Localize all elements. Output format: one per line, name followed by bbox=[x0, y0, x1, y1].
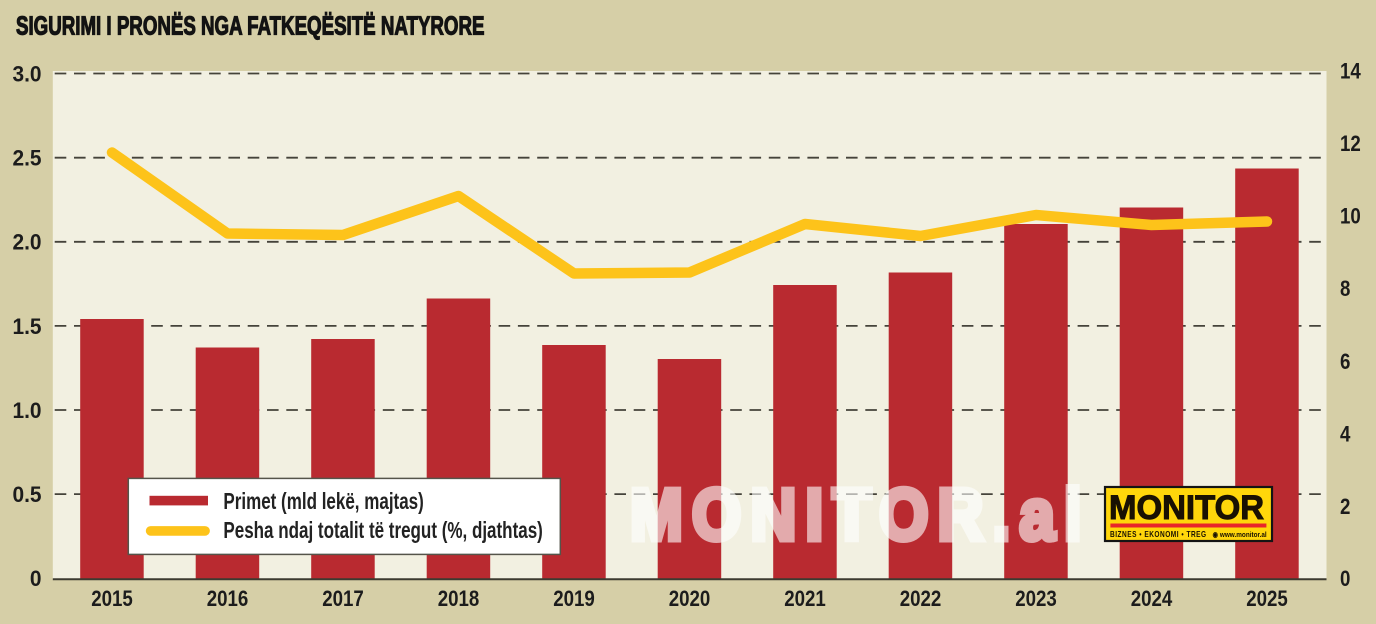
svg-text:1.0: 1.0 bbox=[12, 398, 41, 423]
svg-text:2: 2 bbox=[1340, 496, 1350, 520]
svg-text:14: 14 bbox=[1340, 60, 1361, 84]
svg-text:2.5: 2.5 bbox=[12, 146, 41, 171]
svg-text:2018: 2018 bbox=[438, 588, 480, 612]
svg-text:10: 10 bbox=[1340, 205, 1361, 229]
svg-text:4: 4 bbox=[1340, 423, 1351, 447]
svg-text:2024: 2024 bbox=[1131, 588, 1173, 612]
svg-text:MONITOR: MONITOR bbox=[1109, 490, 1264, 528]
svg-text:2020: 2020 bbox=[669, 588, 711, 612]
svg-text:12: 12 bbox=[1340, 133, 1361, 157]
svg-text:Pesha ndaj totalit të tregut (: Pesha ndaj totalit të tregut (%, djathta… bbox=[223, 519, 542, 544]
svg-text:0: 0 bbox=[30, 567, 42, 592]
svg-text:2.0: 2.0 bbox=[12, 230, 41, 255]
svg-text:SIGURIMI I PRONËS NGA FATKEQËS: SIGURIMI I PRONËS NGA FATKEQËSITË NATYRO… bbox=[16, 10, 484, 40]
svg-text:2017: 2017 bbox=[322, 588, 364, 612]
svg-text:2022: 2022 bbox=[900, 588, 942, 612]
svg-text:BIZNES • EKONOMI • TREG: BIZNES • EKONOMI • TREG bbox=[1110, 529, 1207, 539]
svg-text:0: 0 bbox=[1340, 568, 1350, 592]
svg-text:MONITOR.al: MONITOR.al bbox=[630, 476, 1091, 556]
svg-text:2023: 2023 bbox=[1015, 588, 1057, 612]
svg-text:2021: 2021 bbox=[784, 588, 826, 612]
svg-text:2019: 2019 bbox=[553, 588, 595, 612]
svg-text:6: 6 bbox=[1340, 350, 1350, 374]
svg-text:2025: 2025 bbox=[1246, 588, 1288, 612]
svg-text:Primet (mld lekë, majtas): Primet (mld lekë, majtas) bbox=[223, 490, 423, 515]
svg-text:3.0: 3.0 bbox=[12, 62, 41, 87]
svg-text:0.5: 0.5 bbox=[12, 483, 41, 508]
svg-text:2016: 2016 bbox=[207, 588, 249, 612]
svg-text:2015: 2015 bbox=[91, 588, 133, 612]
svg-text:8: 8 bbox=[1340, 278, 1350, 302]
svg-text:◉ www.monitor.al: ◉ www.monitor.al bbox=[1213, 531, 1267, 539]
svg-text:1.5: 1.5 bbox=[12, 314, 41, 339]
